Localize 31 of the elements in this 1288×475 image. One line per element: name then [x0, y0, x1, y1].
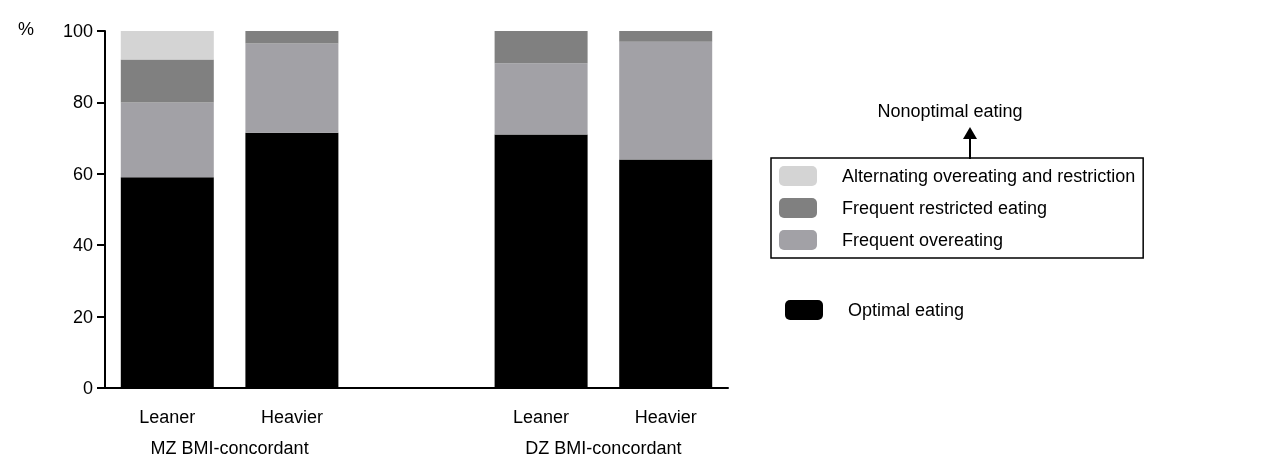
bar	[120, 177, 214, 388]
x-tick-label: Leaner	[139, 407, 196, 427]
bar	[494, 134, 588, 388]
bar	[245, 31, 339, 44]
y-tick-label: 80	[72, 92, 93, 113]
text: DZ BMI-concordant	[525, 438, 682, 458]
bar	[120, 59, 214, 103]
legend-label: Optimal eating	[848, 300, 965, 320]
text: Nonoptimal eating	[877, 101, 1023, 121]
bar	[619, 159, 713, 388]
bar	[245, 43, 339, 133]
x-tick-label: Leaner	[513, 407, 570, 427]
bar	[619, 41, 713, 160]
bar	[120, 31, 214, 60]
legend-label: Frequent restricted eating	[842, 198, 1048, 218]
x-tick-label: Heavier	[260, 407, 323, 427]
bar	[245, 132, 339, 388]
y-axis-title: %	[18, 19, 35, 39]
legend-label: Frequent overeating	[842, 230, 1004, 250]
y-tick-label: 100	[62, 21, 93, 41]
x-tick-label: Heavier	[634, 407, 697, 427]
y-tick-label: 0	[82, 378, 93, 398]
y-tick-label: 60	[72, 163, 93, 184]
y-tick-label: 40	[72, 235, 93, 256]
legend-label: Alternating overeating and restriction	[842, 166, 1136, 186]
bar	[619, 31, 713, 42]
y-tick-label: 20	[72, 306, 93, 327]
bar	[120, 102, 214, 178]
bar	[494, 63, 588, 135]
bar	[494, 31, 588, 64]
text: MZ BMI-concordant	[150, 438, 309, 458]
